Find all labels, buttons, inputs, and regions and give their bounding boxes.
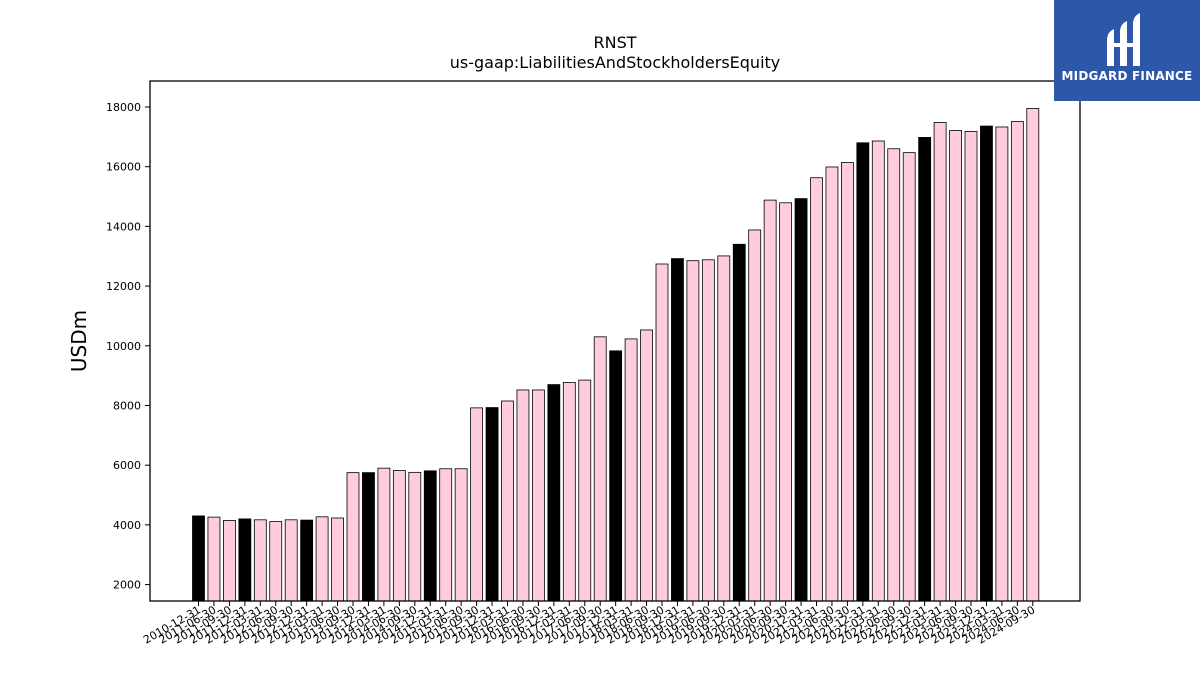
bar: [253, 519, 267, 602]
bar: [408, 471, 422, 602]
bar: [640, 329, 653, 602]
bar: [717, 255, 731, 602]
bar: [454, 468, 468, 602]
y-axis-ticks: 2000 4000 6000 8000 10000 12000 14000 16000 1800…: [106, 101, 150, 592]
bar: [300, 519, 314, 602]
y-tick-label: 6000: [113, 459, 141, 472]
bar: [207, 516, 221, 602]
bar: [856, 142, 870, 602]
bar: [949, 130, 962, 602]
bar: [655, 263, 669, 602]
bar: [392, 470, 406, 602]
y-axis-label: USDm: [67, 310, 91, 372]
bar: [609, 350, 623, 602]
brand-name: MIDGARD FINANCE: [1061, 69, 1193, 83]
bar: [701, 259, 715, 602]
bar: [222, 520, 236, 602]
bar: [841, 162, 854, 602]
bar: [964, 131, 978, 602]
y-tick-label: 2000: [113, 579, 141, 592]
bar: [1026, 108, 1040, 602]
bar: [779, 202, 792, 602]
bars: [192, 108, 1040, 602]
y-tick-label: 10000: [106, 340, 141, 353]
bar: [686, 260, 700, 602]
bar: [671, 258, 684, 602]
bar: [423, 470, 437, 602]
bar: [562, 382, 576, 602]
bar: [871, 140, 885, 602]
bar: [933, 122, 947, 602]
bar: [995, 126, 1009, 602]
bar: [331, 517, 344, 602]
bar: [1010, 121, 1024, 602]
bar: [269, 521, 283, 602]
y-tick-label: 14000: [106, 220, 141, 233]
bar: [825, 166, 839, 602]
bar: [547, 384, 561, 602]
chart-title: RNST: [593, 33, 636, 52]
bar: [748, 229, 762, 602]
plot-area-frame: [149, 80, 1081, 602]
bar: [501, 400, 514, 602]
bar: [485, 407, 499, 602]
bar: [887, 148, 901, 602]
bar: [238, 518, 252, 602]
bar: [284, 519, 298, 602]
bar: [810, 177, 823, 602]
bar: [794, 198, 808, 602]
bar: [624, 338, 638, 602]
bar: [362, 472, 375, 602]
bar: [315, 516, 329, 602]
bar: [516, 389, 530, 602]
y-tick-label: 16000: [106, 161, 141, 174]
bar: [439, 468, 453, 602]
bar: [918, 137, 932, 602]
bar: [763, 199, 777, 602]
bar: [732, 243, 746, 602]
bar: [377, 467, 391, 602]
bar: [980, 125, 993, 602]
bar: [470, 407, 484, 602]
bar: [593, 336, 607, 602]
bar: [532, 389, 545, 602]
bar: [346, 472, 360, 602]
midgard-logo-icon: [1107, 13, 1140, 66]
x-axis-ticks: 2010-12-312011-06-302011-09-302011-12-31…: [141, 601, 1037, 647]
bar: [902, 152, 916, 602]
bar: [578, 379, 592, 602]
chart-subtitle: us-gaap:LiabilitiesAndStockholdersEquity: [450, 53, 781, 72]
y-tick-label: 18000: [106, 101, 141, 114]
y-tick-label: 4000: [113, 519, 141, 532]
y-tick-label: 12000: [106, 280, 141, 293]
brand-logo: MIDGARD FINANCE: [1054, 0, 1200, 101]
y-tick-label: 8000: [113, 399, 141, 412]
bar: [192, 515, 205, 602]
